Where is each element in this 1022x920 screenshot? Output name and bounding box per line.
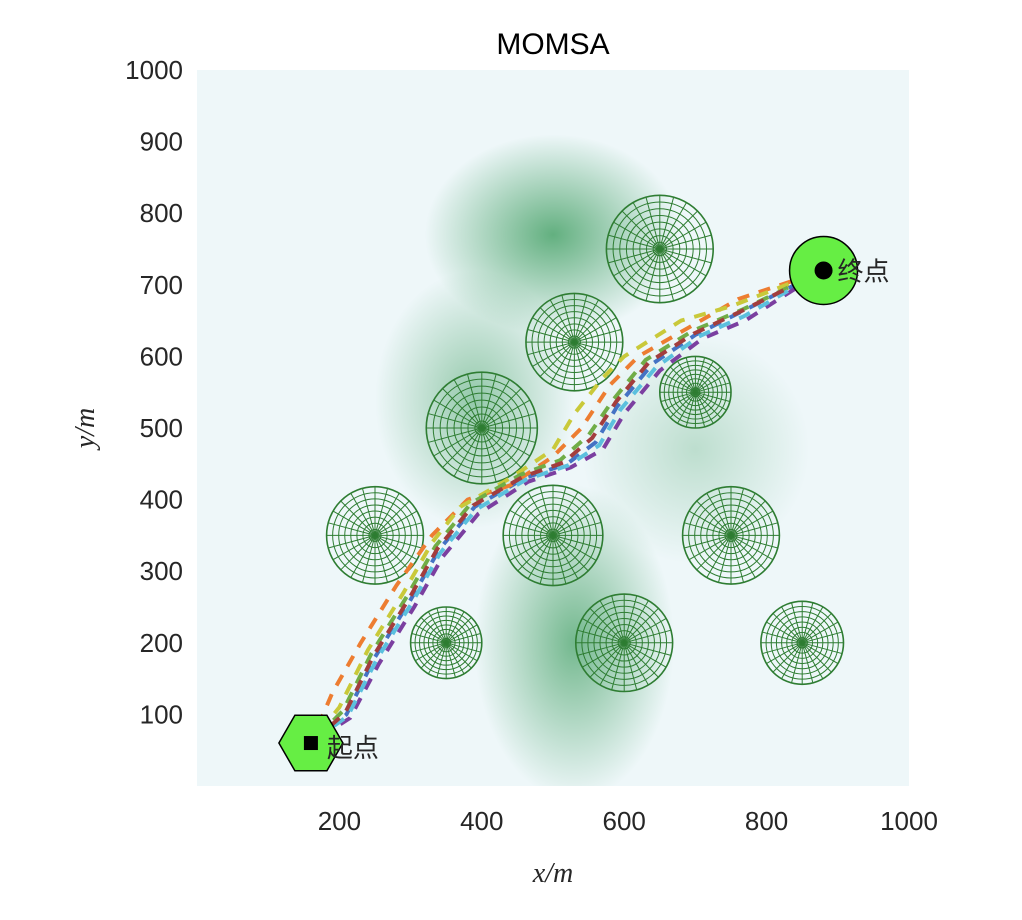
- y-tick-label: 900: [140, 127, 183, 157]
- y-tick-label: 400: [140, 485, 183, 515]
- markers: 起点 终点: [278, 235, 890, 772]
- y-tick-label: 600: [140, 341, 183, 371]
- y-axis-label: y/m: [70, 408, 101, 451]
- terrain-background: [197, 70, 909, 786]
- series-line: [309, 268, 825, 745]
- y-tick-label: 100: [140, 699, 183, 729]
- threat-zone: [605, 194, 714, 304]
- ticks: 200 400 600 800 1000 100 200 300 400 500 600 700 800…: [125, 55, 938, 836]
- x-tick-label: 1000: [880, 806, 938, 836]
- threat-zones: [325, 194, 845, 693]
- threat-zone: [760, 600, 845, 686]
- threat-zone: [659, 355, 732, 429]
- y-tick-label: 500: [140, 413, 183, 443]
- path-series: [309, 268, 825, 745]
- threat-zone: [409, 606, 483, 680]
- threat-zone: [502, 484, 604, 587]
- threat-zone: [325, 485, 425, 585]
- threat-zone: [574, 593, 674, 693]
- threat-zone: [425, 371, 539, 485]
- goal-label: 终点: [838, 257, 890, 287]
- y-tick-label: 700: [140, 270, 183, 300]
- x-tick-label: 800: [745, 806, 788, 836]
- start-point: [303, 736, 318, 751]
- goal-point: [814, 261, 833, 280]
- x-tick-label: 200: [318, 806, 361, 836]
- threat-zone: [681, 485, 781, 585]
- series-line: [309, 268, 825, 745]
- threat-zone: [525, 292, 624, 392]
- y-tick-label: 800: [140, 198, 183, 228]
- y-tick-label: 300: [140, 556, 183, 586]
- terrain-peak: [581, 334, 810, 565]
- series-line: [309, 268, 825, 745]
- chart-title: MOMSA: [496, 28, 609, 61]
- x-axis-label: x/m: [532, 858, 573, 889]
- x-tick-label: 600: [603, 806, 646, 836]
- y-tick-label: 200: [140, 628, 183, 658]
- x-tick-label: 400: [460, 806, 503, 836]
- series-line: [309, 268, 825, 745]
- y-tick-label: 1000: [125, 55, 183, 85]
- start-label: 起点: [327, 734, 379, 764]
